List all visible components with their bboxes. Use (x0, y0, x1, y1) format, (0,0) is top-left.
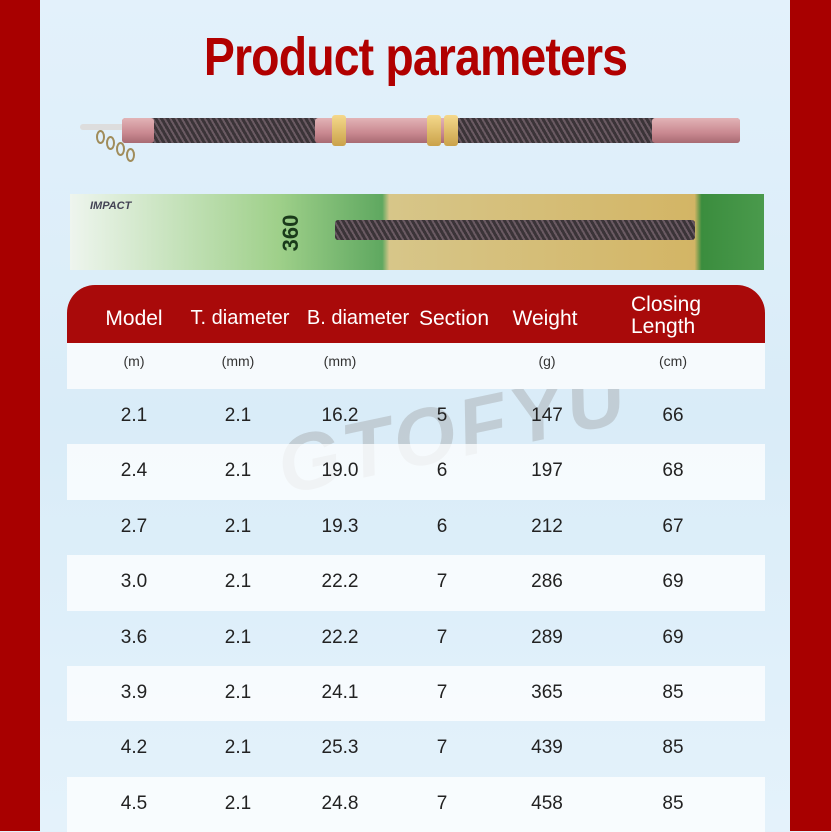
cell-section: 5 (436, 405, 448, 426)
cell-weight: 197 (531, 460, 563, 482)
units-row: (m) (mm) (mm) (g) (cm) (67, 343, 765, 389)
cell-b-diameter: 24.8 (321, 792, 359, 814)
parameters-table: Model T. diameter B. diameter Section We… (67, 285, 765, 832)
header-t-diameter: T. diameter (190, 307, 290, 329)
cell-model: 4.2 (120, 737, 148, 759)
table-row: 4.5 2.1 24.8 7 458 85 (67, 776, 765, 832)
unit-model: (m) (123, 353, 145, 369)
cell-closing-length: 67 (662, 515, 684, 537)
package-brand: IMPACT (90, 200, 132, 212)
cell-b-diameter: 24.1 (321, 681, 359, 703)
cell-model: 3.9 (120, 681, 148, 703)
cell-closing-length: 68 (662, 460, 684, 482)
cell-closing-length: 69 (662, 626, 684, 648)
cell-b-diameter: 19.3 (321, 515, 359, 537)
cell-closing-length: 85 (662, 737, 684, 759)
page-title: Product parameters (203, 27, 628, 87)
cell-t-diameter: 2.1 (224, 737, 252, 759)
cell-section: 7 (436, 737, 448, 759)
table-row: 3.6 2.1 22.2 7 289 69 (67, 611, 765, 666)
cell-section: 6 (436, 515, 448, 537)
cell-t-diameter: 2.1 (224, 460, 252, 482)
cell-weight: 458 (531, 792, 563, 814)
cell-section: 7 (436, 792, 448, 814)
cell-closing-length: 85 (662, 792, 684, 814)
cell-t-diameter: 2.1 (224, 681, 252, 703)
cell-section: 7 (436, 626, 448, 648)
table-row: 3.9 2.1 24.1 7 365 85 (67, 665, 765, 722)
table-row: 2.7 2.1 19.3 6 212 67 (67, 500, 765, 555)
cell-model: 2.4 (120, 460, 148, 482)
cell-b-diameter: 19.0 (321, 460, 359, 482)
table-row: 3.0 2.1 22.2 7 286 69 (67, 555, 765, 611)
cell-t-diameter: 2.1 (224, 405, 252, 426)
cell-weight: 286 (531, 571, 563, 593)
cell-weight: 439 (531, 737, 563, 759)
cell-b-diameter: 22.2 (321, 626, 359, 648)
product-package-image: IMPACT 360 (70, 194, 764, 270)
cell-b-diameter: 25.3 (321, 737, 359, 759)
table-row: 2.1 2.1 16.2 5 147 66 (67, 389, 765, 444)
table-row: 2.4 2.1 19.0 6 197 68 (67, 444, 765, 500)
cell-closing-length: 66 (662, 405, 684, 426)
header-weight: Weight (512, 307, 578, 330)
table-row: 4.2 2.1 25.3 7 439 85 (67, 721, 765, 776)
cell-model: 3.0 (120, 571, 148, 593)
header-b-diameter: B. diameter (306, 307, 410, 329)
left-border (0, 0, 40, 831)
header-model: Model (105, 307, 163, 330)
right-border (790, 0, 831, 831)
unit-b-diameter: (mm) (323, 353, 357, 369)
cell-t-diameter: 2.1 (224, 792, 252, 814)
cell-model: 4.5 (120, 792, 148, 814)
header-section: Section (418, 307, 490, 330)
cell-closing-length: 85 (662, 681, 684, 703)
cell-section: 6 (436, 460, 448, 482)
cell-section: 7 (436, 571, 448, 593)
unit-closing-length: (cm) (659, 353, 687, 369)
cell-section: 7 (436, 681, 448, 703)
header-closing-length: Closing Length (631, 293, 702, 338)
cell-closing-length: 69 (662, 571, 684, 593)
unit-t-diameter: (mm) (221, 353, 255, 369)
cell-b-diameter: 22.2 (321, 571, 359, 593)
package-size: 360 (278, 214, 303, 252)
cell-model: 2.1 (120, 405, 148, 426)
cell-b-diameter: 16.2 (321, 405, 359, 426)
cell-weight: 212 (531, 515, 563, 537)
cell-t-diameter: 2.1 (224, 626, 252, 648)
cell-weight: 147 (531, 405, 563, 426)
cell-model: 2.7 (120, 515, 148, 537)
cell-t-diameter: 2.1 (224, 571, 252, 593)
cell-weight: 289 (531, 626, 563, 648)
table-header: Model T. diameter B. diameter Section We… (67, 285, 765, 343)
cell-model: 3.6 (120, 626, 148, 648)
cell-t-diameter: 2.1 (224, 515, 252, 537)
unit-weight: (g) (538, 353, 556, 369)
cell-weight: 365 (531, 681, 563, 703)
